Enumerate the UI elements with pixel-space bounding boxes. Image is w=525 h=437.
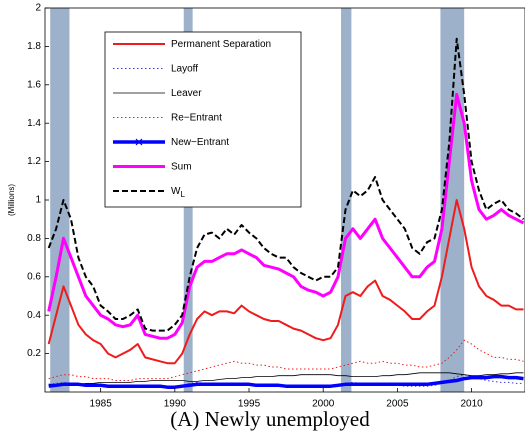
x-tick-label: 1995 bbox=[238, 399, 261, 410]
legend-name: New−Entrant bbox=[171, 137, 229, 148]
series-line bbox=[48, 339, 524, 381]
y-axis-label: (Millions) bbox=[7, 184, 16, 216]
x-tick-label: 1990 bbox=[164, 399, 187, 410]
legend-name: W bbox=[171, 186, 181, 197]
legend-label: Re−Entrant bbox=[171, 112, 222, 123]
y-tick-label: 1.2 bbox=[27, 156, 41, 167]
legend-label: WL bbox=[171, 186, 185, 199]
y-tick-label: 0.2 bbox=[27, 348, 41, 359]
x-tick-label: 2000 bbox=[312, 399, 335, 410]
series-line bbox=[47, 199, 524, 365]
y-tick-label: 1.8 bbox=[27, 41, 41, 52]
legend-name: Sum bbox=[171, 161, 192, 172]
x-tick-label: 1985 bbox=[90, 399, 113, 410]
recession-band bbox=[341, 8, 352, 392]
x-tick-label: 2010 bbox=[460, 399, 483, 410]
y-tick-label: 1.6 bbox=[27, 79, 41, 90]
y-tick-label: 0.8 bbox=[27, 233, 41, 244]
caption: (A) Newly unemployed bbox=[170, 407, 370, 431]
x-tick-label: 2005 bbox=[386, 399, 409, 410]
series-line bbox=[48, 374, 524, 389]
y-tick-label: 0.6 bbox=[27, 271, 41, 282]
legend-label: Layoff bbox=[171, 63, 198, 74]
legend-box bbox=[104, 31, 302, 208]
legend-label: Sum bbox=[171, 161, 192, 172]
legend-label: Leaver bbox=[171, 88, 202, 99]
legend-name: Layoff bbox=[171, 63, 198, 74]
y-tick-label: 2 bbox=[35, 3, 41, 14]
series-line bbox=[48, 372, 524, 385]
legend-name: Leaver bbox=[171, 88, 202, 99]
recession-band bbox=[50, 8, 70, 392]
legend-name: Permanent Separation bbox=[171, 39, 271, 50]
series-line bbox=[47, 92, 525, 340]
legend-label: New−Entrant bbox=[171, 137, 229, 148]
y-tick-label: 0.4 bbox=[27, 310, 41, 321]
legend-subscript: L bbox=[180, 190, 185, 199]
legend-label: Permanent Separation bbox=[171, 39, 271, 50]
legend-marker bbox=[135, 138, 143, 146]
legend-name: Re−Entrant bbox=[171, 112, 222, 123]
y-tick-label: 1.4 bbox=[27, 118, 41, 129]
y-tick-label: 1 bbox=[35, 195, 41, 206]
